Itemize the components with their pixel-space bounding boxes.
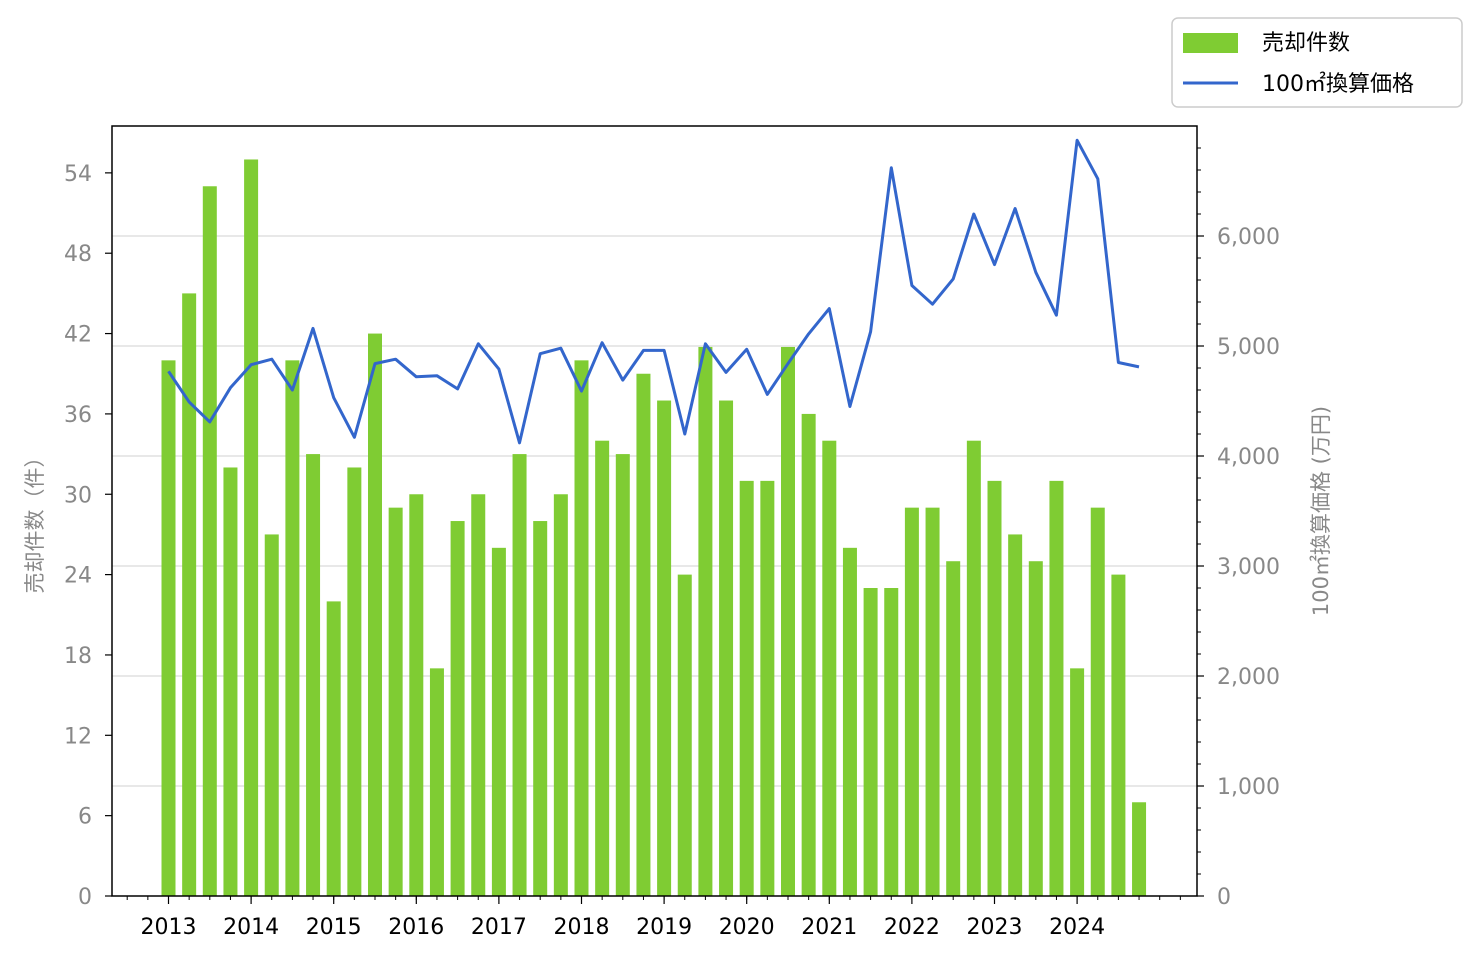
x-tick-label: 2019 (636, 915, 692, 940)
bar (1049, 480, 1064, 896)
bar (223, 467, 238, 896)
bar (574, 360, 589, 896)
bar (450, 521, 465, 896)
plot-frame (111, 125, 1198, 897)
right-y-axis: 0 1,000 2,000 3,000 4,000 5,000 6,000 (1197, 147, 1280, 910)
left-tick-label: 48 (64, 242, 92, 267)
bar (946, 561, 961, 896)
bar (636, 373, 651, 896)
right-tick-label: 2,000 (1217, 665, 1280, 690)
bar (388, 507, 403, 896)
x-tick-label: 2022 (884, 915, 940, 940)
left-tick-label: 12 (64, 724, 92, 749)
bar (471, 494, 486, 896)
x-tick-label: 2016 (388, 915, 444, 940)
bar (781, 346, 795, 896)
bar (491, 547, 506, 896)
bar (925, 507, 940, 896)
bar (1132, 802, 1147, 896)
bar (244, 159, 259, 896)
bar (1111, 574, 1126, 896)
right-tick-label: 4,000 (1217, 445, 1280, 470)
bar (285, 360, 300, 896)
bar (1028, 561, 1043, 896)
legend: 売却件数 100㎡換算価格 (1171, 17, 1463, 108)
bar (657, 400, 672, 896)
bar (264, 534, 279, 896)
right-tick-label: 1,000 (1217, 775, 1280, 800)
bar (884, 588, 899, 896)
left-tick-label: 30 (64, 483, 92, 508)
bar (202, 186, 217, 896)
x-tick-label: 2013 (141, 915, 197, 940)
right-tick-label: 5,000 (1217, 335, 1280, 360)
bar (326, 601, 341, 896)
bar (739, 480, 754, 896)
x-axis: 2013 2014 2015 2016 2017 2018 2019 2020 2021 2022… (126, 896, 1181, 940)
right-axis-title: 100㎡換算価格 (万円) (1309, 406, 1333, 616)
x-tick-label: 2014 (223, 915, 279, 940)
bar (863, 588, 878, 896)
bar (533, 521, 548, 896)
bar (429, 668, 444, 896)
bar (801, 413, 816, 896)
bar (987, 480, 1002, 896)
left-tick-label: 6 (78, 805, 92, 830)
bar (182, 293, 197, 896)
x-tick-label: 2021 (801, 915, 857, 940)
bar (512, 454, 527, 896)
bar (842, 547, 857, 896)
left-tick-label: 18 (64, 644, 92, 669)
legend-box (1171, 17, 1463, 108)
bar (409, 494, 424, 896)
bar (677, 574, 692, 896)
bar (161, 360, 176, 896)
legend-swatch-bar (1183, 33, 1238, 53)
x-tick-label: 2017 (471, 915, 527, 940)
x-tick-label: 2018 (554, 915, 610, 940)
left-tick-label: 0 (78, 885, 92, 910)
price-line (167, 138, 1140, 445)
left-tick-label: 36 (64, 403, 92, 428)
bar (615, 454, 630, 896)
left-axis-title: 売却件数（件） (23, 447, 47, 594)
bar (1070, 668, 1085, 896)
left-tick-label: 54 (64, 162, 92, 187)
line-series (167, 138, 1140, 445)
bar (822, 440, 837, 896)
bar (595, 440, 610, 896)
left-y-axis: 0 6 12 18 24 30 36 42 48 54 (64, 162, 112, 910)
x-tick-label: 2023 (967, 915, 1023, 940)
right-tick-label: 0 (1217, 885, 1231, 910)
bar (368, 333, 382, 897)
bar-series (161, 159, 1147, 897)
bar (1090, 507, 1105, 896)
right-tick-label: 6,000 (1217, 225, 1280, 250)
legend-label-line: 100㎡換算価格 (1262, 71, 1414, 97)
x-tick-label: 2024 (1049, 915, 1105, 940)
bar (904, 507, 919, 896)
left-tick-label: 24 (64, 564, 92, 589)
left-tick-label: 42 (64, 323, 92, 348)
bar (553, 494, 568, 896)
bar (306, 454, 321, 896)
x-tick-label: 2020 (719, 915, 775, 940)
bar (347, 467, 362, 896)
bar (719, 400, 734, 896)
legend-label-bar: 売却件数 (1262, 31, 1350, 56)
right-tick-label: 3,000 (1217, 555, 1280, 580)
bar (1008, 534, 1023, 896)
x-tick-label: 2015 (306, 915, 362, 940)
bar (698, 346, 713, 896)
bar (760, 480, 775, 896)
bar (966, 440, 981, 896)
